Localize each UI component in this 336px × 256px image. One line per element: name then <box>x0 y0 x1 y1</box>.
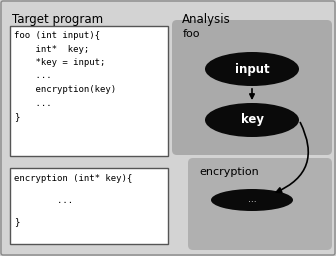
Text: ...: ... <box>248 196 256 205</box>
Ellipse shape <box>211 189 293 211</box>
FancyArrowPatch shape <box>276 122 308 193</box>
Text: encryption (int* key){: encryption (int* key){ <box>14 174 132 183</box>
FancyBboxPatch shape <box>10 26 168 156</box>
Text: ...: ... <box>14 71 52 80</box>
Text: foo (int input){: foo (int input){ <box>14 31 100 40</box>
FancyBboxPatch shape <box>10 168 168 244</box>
Ellipse shape <box>205 52 299 86</box>
Text: foo: foo <box>183 29 201 39</box>
Ellipse shape <box>205 103 299 137</box>
Text: }: } <box>14 217 19 226</box>
Text: }: } <box>14 112 19 121</box>
Text: *key = input;: *key = input; <box>14 58 106 67</box>
Text: Target program: Target program <box>12 13 103 26</box>
Text: key: key <box>241 113 263 126</box>
Text: ...: ... <box>14 99 52 108</box>
Text: input: input <box>235 62 269 76</box>
Text: Analysis: Analysis <box>182 13 231 26</box>
Text: encryption: encryption <box>199 167 259 177</box>
FancyBboxPatch shape <box>172 20 332 155</box>
Text: int*  key;: int* key; <box>14 45 89 54</box>
Text: encryption(key): encryption(key) <box>14 85 116 94</box>
Text: ...: ... <box>14 196 73 205</box>
FancyBboxPatch shape <box>188 158 332 250</box>
